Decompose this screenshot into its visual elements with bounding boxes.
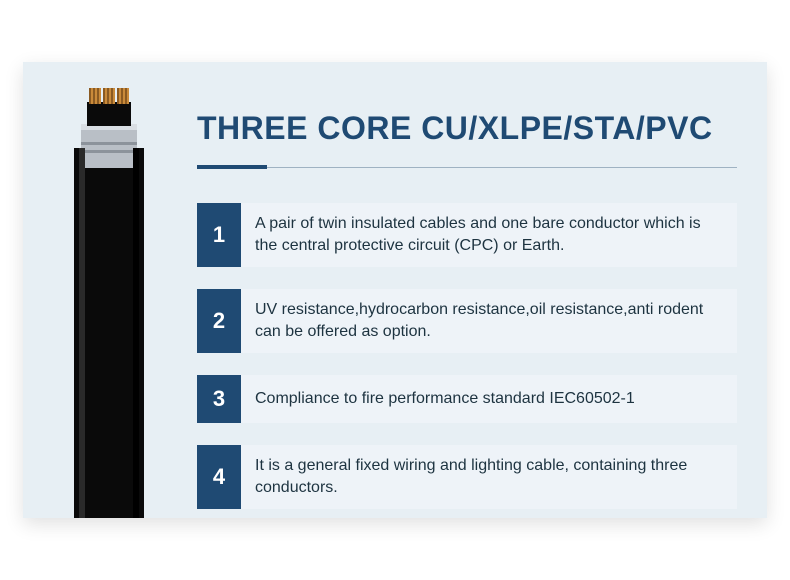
feature-number: 1 <box>197 203 241 267</box>
feature-number: 2 <box>197 289 241 353</box>
feature-text: It is a general fixed wiring and lightin… <box>241 445 737 509</box>
underline-rest <box>267 167 737 168</box>
feature-item: 3 Compliance to fire performance standar… <box>197 375 737 423</box>
feature-number: 4 <box>197 445 241 509</box>
feature-number: 3 <box>197 375 241 423</box>
feature-item: 1 A pair of twin insulated cables and on… <box>197 203 737 267</box>
feature-item: 2 UV resistance,hydrocarbon resistance,o… <box>197 289 737 353</box>
content-area: THREE CORE CU/XLPE/STA/PVC 1 A pair of t… <box>197 110 737 518</box>
underline-accent <box>197 165 267 169</box>
feature-text: UV resistance,hydrocarbon resistance,oil… <box>241 289 737 353</box>
info-card: THREE CORE CU/XLPE/STA/PVC 1 A pair of t… <box>23 62 767 518</box>
feature-text: Compliance to fire performance standard … <box>241 375 737 423</box>
cable-illustration <box>67 88 151 518</box>
feature-text: A pair of twin insulated cables and one … <box>241 203 737 267</box>
title-underline <box>197 165 737 169</box>
page-title: THREE CORE CU/XLPE/STA/PVC <box>197 110 737 147</box>
feature-item: 4 It is a general fixed wiring and light… <box>197 445 737 509</box>
